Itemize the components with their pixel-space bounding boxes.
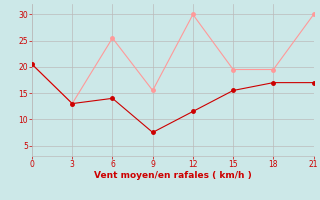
X-axis label: Vent moyen/en rafales ( km/h ): Vent moyen/en rafales ( km/h ) (94, 171, 252, 180)
